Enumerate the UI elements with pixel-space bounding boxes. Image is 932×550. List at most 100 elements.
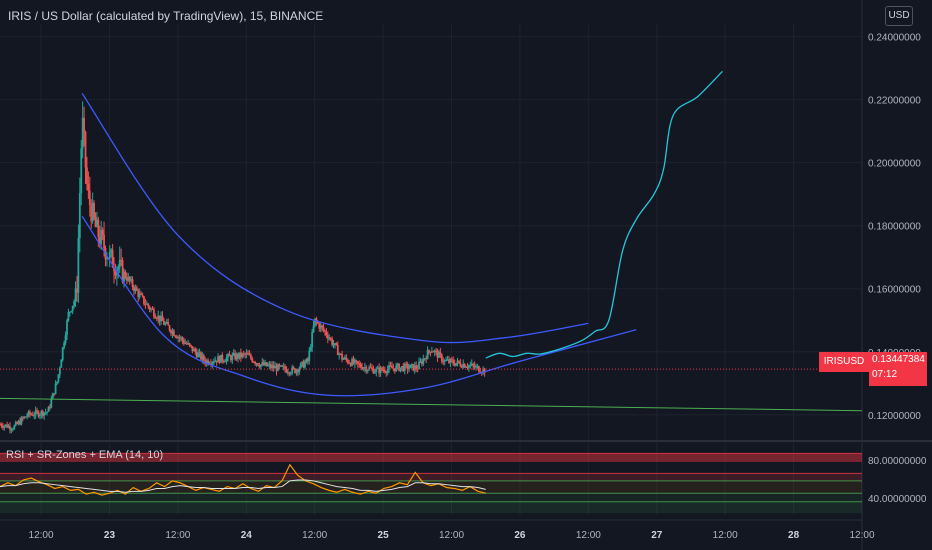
candle-body [123, 271, 125, 283]
candle-body [292, 367, 295, 369]
time-tick-label: 12:00 [439, 530, 464, 541]
candle-body [409, 364, 412, 369]
candle-body [131, 279, 134, 288]
candle-body [171, 330, 174, 334]
candle-body [439, 352, 442, 355]
candle-body [388, 365, 390, 370]
candle-body [201, 355, 204, 360]
candle-body [475, 366, 477, 368]
candle-body [262, 362, 265, 366]
candle-body [125, 277, 128, 281]
candle-body [470, 363, 473, 366]
candle-body [423, 358, 426, 360]
candle-body [299, 363, 302, 369]
candle-body [3, 425, 6, 428]
candle-body [44, 412, 47, 414]
candle-body [14, 422, 17, 426]
candle-body [402, 366, 405, 371]
candle-body [36, 410, 38, 412]
candle-body [376, 367, 379, 369]
candle-body [17, 421, 20, 424]
candle-body [232, 353, 235, 356]
candle-body [341, 353, 343, 360]
candle-body [164, 323, 167, 325]
ema-line [0, 479, 486, 493]
candle-body [145, 303, 148, 305]
candle-body [438, 352, 440, 358]
candle-body [111, 249, 114, 268]
candle-body [77, 238, 80, 293]
candle-body [140, 293, 143, 295]
candle-body [248, 354, 251, 356]
candle-body [244, 353, 247, 355]
candle-body [141, 294, 144, 297]
candle-body [61, 347, 64, 360]
candle-body [363, 367, 366, 369]
candle-body [359, 364, 362, 368]
candle-body [94, 217, 97, 227]
candle-body [483, 368, 486, 374]
rsi-legend[interactable]: RSI + SR-Zones + EMA (14, 10) [6, 449, 164, 461]
candle-body [274, 366, 276, 369]
candle-body [399, 367, 402, 371]
candle-body [314, 318, 316, 326]
bowl-upper-curve [81, 92, 589, 344]
sr-zone [0, 493, 862, 502]
candle-body [128, 276, 131, 281]
candle-body [312, 325, 315, 333]
candle-body [224, 361, 227, 363]
candle-body [473, 365, 476, 368]
candle-body [24, 416, 27, 418]
time-tick-label: 12:00 [165, 530, 190, 541]
candle-body [120, 259, 123, 261]
candle-body [26, 415, 28, 417]
candle-body [275, 366, 278, 372]
candle-body [379, 367, 382, 374]
candle-body [221, 354, 224, 361]
candle-body [34, 410, 37, 416]
candle-body [7, 425, 10, 428]
candle-body [393, 368, 396, 372]
candle-body [23, 416, 26, 419]
candle-body [433, 350, 436, 353]
sr-zone [0, 501, 862, 514]
candle-body [53, 393, 56, 395]
candle-body [391, 366, 393, 369]
candle-body [304, 362, 306, 368]
time-tick-label: 28 [788, 530, 800, 541]
candle-body [178, 336, 181, 338]
candle-body [426, 350, 429, 360]
candle-body [67, 312, 70, 321]
candle-body [30, 414, 33, 416]
candle-body [184, 343, 187, 345]
candle-body [389, 365, 392, 367]
candle-body [448, 359, 450, 363]
rsi-line [0, 463, 486, 496]
currency-button[interactable]: USD [885, 6, 913, 26]
candle-body [121, 260, 124, 283]
candle-body [86, 167, 88, 185]
candle-body [288, 372, 291, 374]
price-tick-label: 0.22000000 [868, 96, 921, 107]
candle-body [91, 202, 94, 222]
candle-body [445, 360, 448, 362]
candle-body [237, 354, 239, 359]
candle-body [373, 372, 376, 374]
candle-body [401, 366, 403, 368]
candle-body [459, 362, 462, 367]
candle-body [84, 131, 87, 168]
candle-body [56, 381, 58, 384]
candle-body [70, 311, 73, 313]
candle-body [114, 271, 117, 276]
candle-body [279, 365, 282, 367]
candle-body [4, 424, 7, 426]
time-tick-label: 25 [378, 530, 390, 541]
sr-zone [0, 473, 862, 481]
candle-body [190, 344, 192, 347]
candle-body [456, 360, 459, 364]
candle-body [285, 369, 288, 373]
candle-body [90, 205, 93, 222]
support-line [0, 397, 863, 412]
candle-body [78, 193, 81, 239]
